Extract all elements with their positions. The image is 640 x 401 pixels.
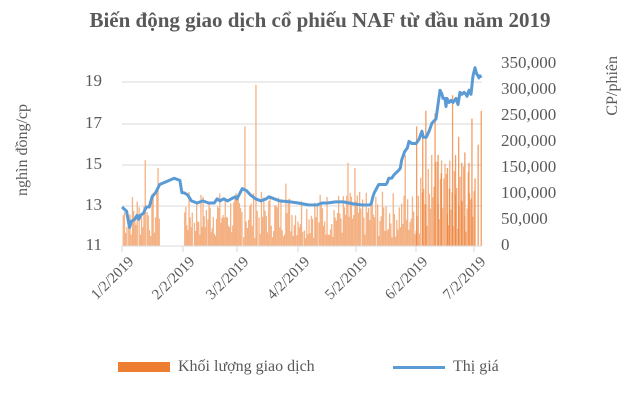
y-left-tick-label: 13 <box>85 195 102 214</box>
legend-price-label: Thị giá <box>453 358 499 375</box>
y-right-tick-label: 250,000 <box>501 105 557 124</box>
x-tick-marks <box>121 246 475 252</box>
legend-item-volume: Khối lượng giao dịch <box>118 358 315 376</box>
y-left-tick-label: 11 <box>85 235 102 254</box>
y-left-tick-label: 19 <box>85 71 102 90</box>
y-right-tick-label: 0 <box>501 235 510 254</box>
y-left-tick-label: 15 <box>85 154 102 173</box>
y-right-tick-label: 200,000 <box>501 131 557 150</box>
volume-swatch-icon <box>118 362 170 372</box>
legend-volume-label: Khối lượng giao dịch <box>178 358 315 375</box>
chart-title: Biến động giao dịch cổ phiếu NAF từ đầu … <box>89 8 551 32</box>
y-right-tick-label: 150,000 <box>501 157 557 176</box>
y-right-tick-label: 50,000 <box>501 209 548 228</box>
y-right-tick-label: 100,000 <box>501 183 557 202</box>
legend-item-price: Thị giá <box>393 358 499 376</box>
volume-bars <box>122 84 482 247</box>
price-swatch-icon <box>393 365 445 369</box>
y-left-tick-label: 17 <box>85 113 102 132</box>
price-line <box>120 66 483 229</box>
y-right-tick-label: 300,000 <box>501 79 557 98</box>
y-right-tick-label: 350,000 <box>501 53 557 72</box>
legend: Khối lượng giao dịch Thị giá <box>0 358 640 382</box>
